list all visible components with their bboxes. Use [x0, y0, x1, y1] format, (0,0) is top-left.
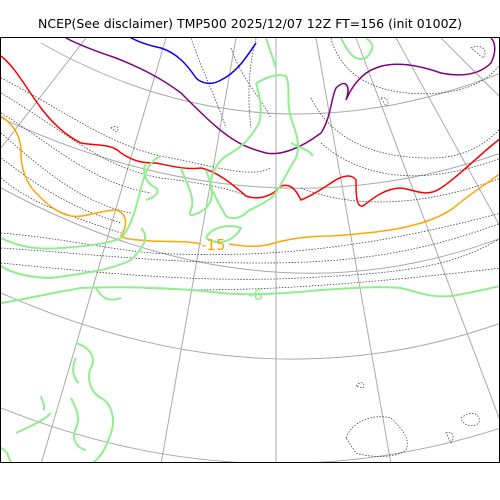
coastline	[72, 357, 80, 384]
isotherm-orange	[1, 115, 499, 248]
coastline	[205, 225, 243, 244]
chart-title: NCEP(See disclaimer) TMP500 2025/12/07 1…	[38, 16, 462, 31]
meridian-line	[355, 38, 499, 420]
latitude-arc	[1, 292, 499, 360]
coastlines	[1, 38, 499, 462]
isotherm-red	[1, 55, 499, 207]
coastline	[1, 155, 162, 250]
coastline	[340, 38, 374, 60]
coastline	[209, 74, 300, 220]
coastline	[1, 447, 13, 462]
map-panel: -15 -6	[0, 37, 500, 463]
meridian-line	[395, 38, 499, 226]
latitude-arc	[40, 42, 499, 115]
meridian-line	[41, 38, 167, 462]
coastline	[180, 167, 213, 216]
meridian-line	[440, 38, 499, 97]
map-svg: -15 -6	[1, 38, 499, 462]
coastline	[75, 342, 114, 462]
coastline	[70, 397, 87, 451]
latitude-arc	[1, 187, 499, 274]
graticule	[1, 38, 499, 462]
coastline	[290, 142, 314, 157]
coastline	[40, 395, 46, 411]
contour-label-minus6: -6	[248, 286, 263, 304]
coastline	[1, 227, 147, 280]
coastline	[15, 412, 52, 434]
coastline	[95, 287, 122, 301]
latitude-arc	[1, 117, 499, 189]
latitude-arc	[1, 407, 499, 462]
contour-label-minus15: -15	[201, 236, 226, 254]
meridian-line	[315, 38, 392, 462]
isotherm-purple	[65, 38, 496, 155]
coastline	[1, 285, 499, 304]
isotherm-blue	[130, 38, 257, 85]
dotted-contours	[1, 38, 499, 291]
dotted-islands	[110, 45, 486, 457]
meridian-line	[160, 38, 237, 462]
coastline	[265, 38, 277, 69]
meridian-line	[1, 38, 87, 149]
